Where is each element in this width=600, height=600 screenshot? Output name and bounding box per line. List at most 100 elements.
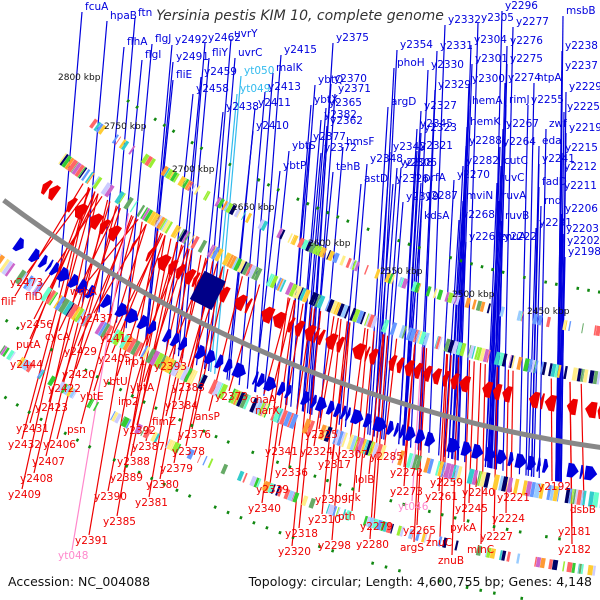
forward-gene [514, 453, 527, 469]
forward-gene-label: ybtS [292, 140, 316, 152]
cog-feature [257, 401, 266, 416]
cog-feature [330, 300, 338, 314]
cog-feature [333, 430, 342, 445]
cog-feature [360, 438, 367, 454]
cog-feature [467, 344, 472, 358]
cog-feature [367, 441, 374, 457]
cog-feature [120, 416, 130, 428]
cog-feature [172, 173, 180, 183]
forward-gene-label: y2332 [448, 14, 481, 26]
cog-feature [177, 175, 187, 187]
cog-feature [181, 178, 188, 188]
cog-feature [385, 522, 393, 534]
cog-feature [136, 204, 146, 218]
cog-feature [407, 528, 414, 540]
reverse-gene [396, 357, 405, 374]
reverse-gene-label: y2181 [558, 526, 591, 538]
forward-gene-label: y2321 [420, 140, 453, 152]
forward-gene [263, 376, 277, 392]
genome-backbone [2, 198, 600, 450]
reverse-leader-line [71, 213, 130, 551]
cog-feature [251, 266, 259, 280]
reverse-gene-label: pth [338, 511, 355, 523]
forward-gene-label: y2203 [566, 223, 599, 235]
forward-gene [37, 254, 48, 268]
cog-feature [253, 267, 263, 281]
forward-gene [393, 422, 399, 437]
cog-feature [56, 381, 66, 392]
scale-tick [226, 440, 230, 444]
cog-feature [260, 220, 269, 232]
forward-gene-label: uvrC [238, 47, 263, 59]
cog-feature [204, 191, 211, 201]
cog-feature [314, 294, 322, 308]
cog-feature [65, 302, 75, 317]
cog-feature [451, 464, 457, 480]
forward-gene [398, 424, 405, 439]
forward-leader-line [417, 89, 436, 450]
cog-feature [568, 488, 573, 504]
forward-gene [344, 407, 351, 421]
cog-feature [475, 300, 483, 312]
cog-feature [140, 207, 149, 219]
scale-tick [331, 549, 335, 553]
cog-feature [376, 519, 383, 531]
forward-gene-label: y2382 [324, 109, 357, 121]
scale-tick [465, 585, 469, 590]
forward-gene-label: ruvB [505, 210, 529, 222]
forward-gene-label: rimJ [509, 94, 530, 106]
forward-leader-line [145, 44, 173, 340]
cog-feature [546, 484, 552, 501]
cog-feature [332, 429, 339, 445]
forward-gene [404, 426, 416, 441]
forward-gene-label: y2225 [567, 101, 600, 113]
cog-feature [48, 291, 57, 305]
reverse-gene [235, 294, 248, 312]
kbp-label: 2450 kbp [527, 307, 570, 317]
cog-feature [294, 285, 303, 300]
cog-feature [267, 274, 275, 287]
cog-feature [82, 312, 91, 327]
cog-feature [141, 346, 151, 361]
cog-feature [83, 313, 92, 327]
reverse-gene-label: fimZ [152, 416, 176, 428]
reverse-gene [540, 393, 545, 410]
cog-feature [230, 389, 239, 404]
forward-gene-label: y2263 [469, 231, 502, 243]
cog-feature [119, 334, 130, 349]
reverse-gene-label: fliD [25, 291, 43, 303]
cog-feature [74, 164, 85, 178]
reverse-gene-label: y2388 [117, 456, 150, 468]
forward-gene-label: y2323 [424, 122, 457, 134]
cog-feature [564, 320, 568, 331]
cog-feature [468, 345, 475, 359]
forward-gene-label: ybtX [314, 94, 338, 106]
reverse-gene-label: putA [16, 339, 41, 351]
reverse-gene-label: ipk [345, 492, 362, 504]
scale-tick [112, 457, 117, 462]
forward-gene-label: y2365 [329, 97, 362, 109]
cog-feature [511, 355, 516, 369]
reverse-gene [442, 370, 450, 387]
cog-feature [263, 403, 271, 418]
cog-feature [76, 309, 87, 324]
forward-leader-line [451, 145, 467, 459]
cog-feature [77, 166, 86, 178]
scale-tick [325, 210, 330, 215]
cog-feature [396, 525, 402, 536]
scale-tick [518, 530, 522, 534]
reverse-gene [184, 268, 197, 286]
forward-gene-label: hpaB [110, 10, 137, 22]
reverse-gene [492, 383, 503, 401]
scale-tick [397, 568, 402, 573]
reverse-gene [129, 237, 139, 253]
cog-feature [581, 369, 585, 382]
forward-gene-label: y2287 [425, 190, 458, 202]
cog-feature [254, 399, 264, 415]
cog-feature [100, 323, 111, 338]
cog-feature [121, 140, 130, 151]
reverse-gene [157, 254, 172, 272]
forward-leader-line [181, 57, 210, 359]
cog-feature [412, 329, 418, 343]
cog-feature [292, 492, 300, 503]
